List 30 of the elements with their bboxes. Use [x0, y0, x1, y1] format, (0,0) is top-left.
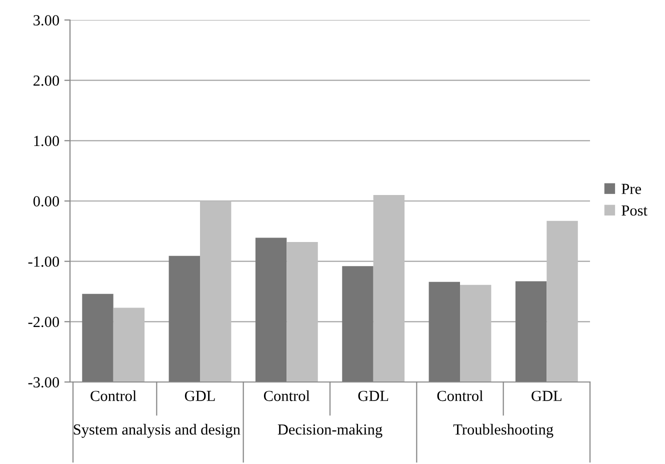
text: Troubleshooting: [453, 424, 554, 438]
bar: [168, 256, 200, 382]
y-tick-label: -2.00: [28, 316, 59, 328]
bar: [342, 266, 374, 382]
bar: [200, 201, 232, 382]
bar: [546, 220, 578, 382]
text: Decision-making: [278, 424, 382, 438]
y-tick-label: 3.00: [34, 15, 59, 26]
bar: [286, 242, 318, 382]
x-tick-label: GDL: [532, 390, 562, 402]
bar: [515, 281, 547, 382]
bar: [460, 284, 492, 382]
legend-label: Pre: [622, 184, 642, 194]
x-tick-label: Control: [90, 390, 136, 402]
bar: [255, 238, 287, 382]
y-tick-label: -3.00: [28, 377, 59, 388]
x-tick-label: GDL: [184, 390, 215, 402]
bar: [428, 282, 460, 382]
y-tick-label: 1.00: [34, 136, 59, 146]
legend-label: Post: [622, 206, 648, 216]
y-tick-label: 0.00: [33, 196, 59, 207]
text: System analysis and design: [74, 424, 240, 438]
y-tick-label: 2.00: [34, 75, 59, 86]
y-tick-label: -1.00: [28, 256, 59, 267]
bar: [113, 308, 145, 382]
x-tick-label: Control: [264, 390, 310, 402]
bar: [373, 194, 405, 382]
x-tick-label: Control: [437, 390, 484, 402]
bar: [82, 294, 114, 382]
x-tick-label: GDL: [358, 390, 388, 402]
